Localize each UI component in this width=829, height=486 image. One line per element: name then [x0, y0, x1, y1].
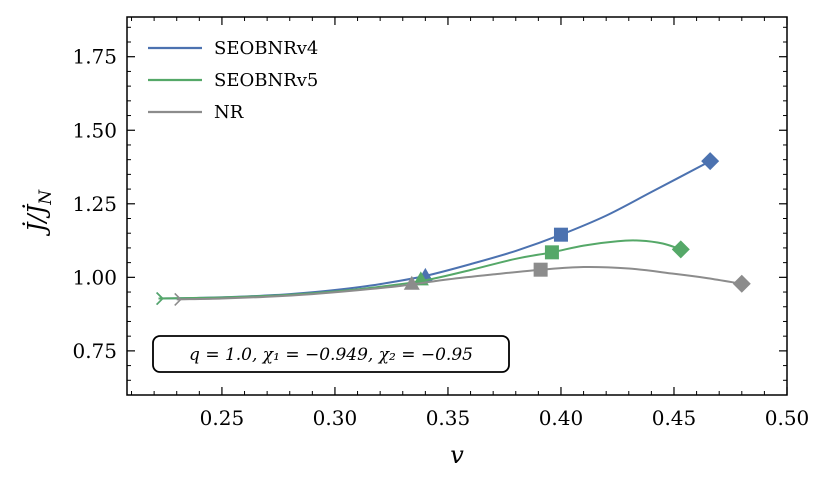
series-layer — [156, 152, 751, 306]
annotation-box — [152, 335, 510, 373]
legend-item: SEOBNRv4 — [148, 38, 318, 59]
legend-label: SEOBNRv5 — [214, 70, 318, 91]
y-tick-label: 1.75 — [72, 45, 117, 69]
square-marker — [544, 245, 559, 260]
legend-item: NR — [148, 102, 244, 123]
x-tick-label: 0.40 — [539, 406, 584, 430]
legend: SEOBNRv4 SEOBNRv5 NR — [148, 38, 318, 123]
x-tick-label: 0.35 — [426, 406, 471, 430]
series-nr — [174, 262, 751, 306]
diamond-marker — [701, 152, 720, 171]
x-tick-label: 0.45 — [652, 406, 697, 430]
x-axis-label: v — [450, 441, 464, 469]
x-tick-label: 0.50 — [765, 406, 810, 430]
diamond-marker — [671, 240, 690, 259]
y-axis-label: J̇/J̇N — [23, 189, 56, 237]
y-tick-label: 1.00 — [72, 265, 117, 289]
legend-label: SEOBNRv4 — [214, 38, 318, 59]
series-line — [176, 265, 742, 301]
square-marker — [553, 227, 568, 242]
legend-item: SEOBNRv5 — [148, 70, 318, 91]
plot-background — [127, 17, 787, 395]
tick-labels: 0.25 0.30 0.35 0.40 0.45 0.50 0.75 1.00 1.25 1.50… — [72, 45, 809, 430]
annotation-text: q = 1.0, χ₁ = −0.949, χ₂ = −0.95 — [189, 345, 473, 365]
square-marker — [533, 262, 548, 277]
start-marker — [156, 291, 164, 306]
start-marker — [174, 292, 182, 306]
triangle-marker — [403, 275, 420, 290]
y-tick-label: 1.50 — [72, 118, 117, 142]
plot-frame — [126, 16, 788, 396]
diamond-marker — [732, 274, 751, 293]
x-tick-label: 0.30 — [313, 406, 358, 430]
svg-text:J̇/J̇N: J̇/J̇N — [23, 189, 56, 237]
x-tick-label: 0.25 — [200, 406, 245, 430]
parameter-annotation: q = 1.0, χ₁ = −0.949, χ₂ = −0.95 — [152, 335, 510, 373]
y-tick-label: 0.75 — [72, 339, 117, 363]
y-tick-label: 1.25 — [72, 192, 117, 216]
legend-label: NR — [214, 102, 244, 123]
